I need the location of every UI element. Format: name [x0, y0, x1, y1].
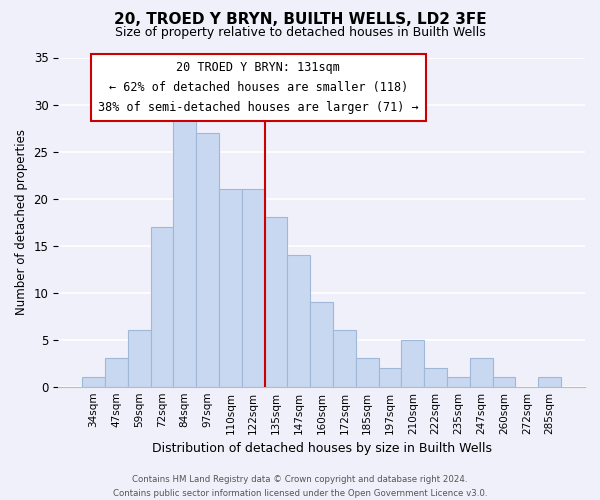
Bar [538, 378, 561, 386]
Bar [265, 218, 287, 386]
Bar [379, 368, 401, 386]
Text: 20, TROED Y BRYN, BUILTH WELLS, LD2 3FE: 20, TROED Y BRYN, BUILTH WELLS, LD2 3FE [113, 12, 487, 28]
Bar [242, 189, 265, 386]
Text: Size of property relative to detached houses in Builth Wells: Size of property relative to detached ho… [115, 26, 485, 39]
Bar [173, 114, 196, 386]
Bar [310, 302, 333, 386]
Bar [356, 358, 379, 386]
Bar [219, 189, 242, 386]
Text: Contains HM Land Registry data © Crown copyright and database right 2024.
Contai: Contains HM Land Registry data © Crown c… [113, 476, 487, 498]
Bar [401, 340, 424, 386]
Y-axis label: Number of detached properties: Number of detached properties [15, 129, 28, 315]
Bar [470, 358, 493, 386]
Bar [287, 255, 310, 386]
Bar [493, 378, 515, 386]
Text: 20 TROED Y BRYN: 131sqm
← 62% of detached houses are smaller (118)
38% of semi-d: 20 TROED Y BRYN: 131sqm ← 62% of detache… [98, 61, 419, 114]
X-axis label: Distribution of detached houses by size in Builth Wells: Distribution of detached houses by size … [152, 442, 491, 455]
Bar [105, 358, 128, 386]
Bar [196, 132, 219, 386]
Bar [333, 330, 356, 386]
Bar [151, 227, 173, 386]
Bar [424, 368, 447, 386]
Bar [128, 330, 151, 386]
Bar [447, 378, 470, 386]
Bar [82, 378, 105, 386]
